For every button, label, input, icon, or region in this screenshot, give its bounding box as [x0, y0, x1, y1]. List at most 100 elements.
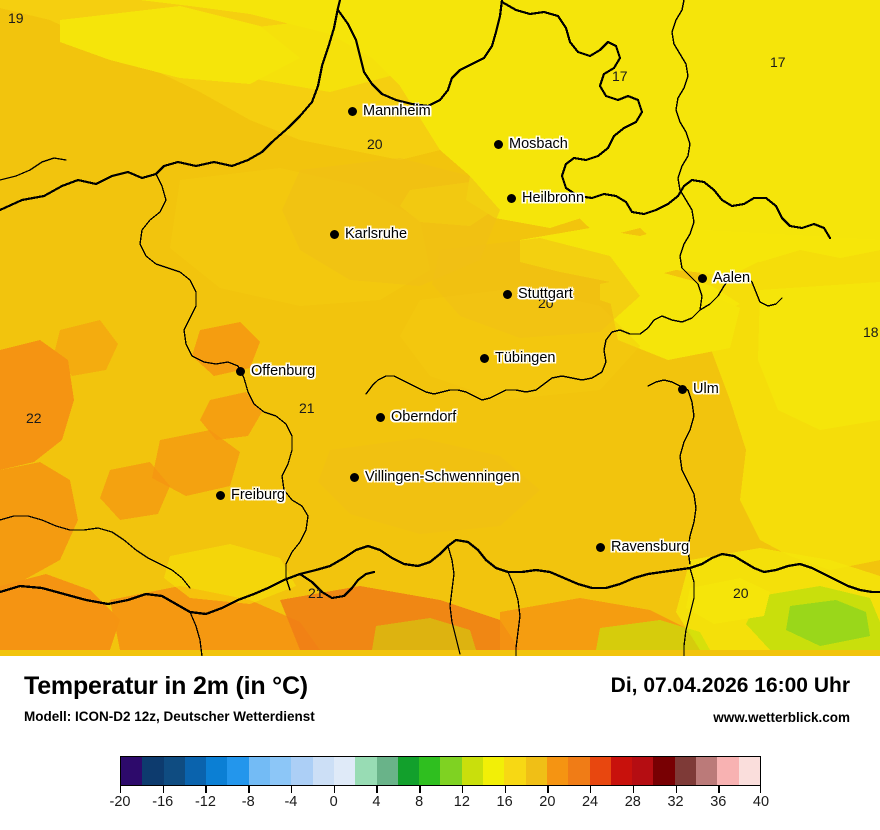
colorbar-swatch — [504, 757, 526, 785]
colorbar-swatch — [333, 757, 356, 785]
colorbar-tick — [162, 786, 165, 793]
colorbar-tick-label: 28 — [624, 794, 641, 810]
city-dot-icon — [350, 472, 359, 482]
value-label: 19 — [8, 10, 24, 26]
colorbar-swatch — [674, 757, 697, 785]
colorbar-swatch — [610, 757, 633, 785]
city-marker-tuebingen[interactable]: Tübingen — [480, 350, 555, 366]
colorbar-swatch — [163, 757, 185, 785]
city-marker-mosbach[interactable]: Mosbach — [494, 136, 568, 152]
city-dot-icon — [376, 412, 385, 422]
value-label: 22 — [26, 410, 42, 426]
city-label: Villingen-Schwenningen — [365, 469, 520, 485]
city-label: Freiburg — [231, 487, 285, 503]
colorbar-tick-label: 40 — [752, 794, 770, 810]
temperature-map[interactable]: .t16{fill:#f2ef07}.t17{fill:#f5e50a}.t18… — [0, 0, 880, 656]
colorbar-swatch — [270, 757, 292, 785]
colorbar-tick — [419, 786, 421, 793]
city-dot-icon — [348, 106, 357, 116]
colorbar-tick — [290, 786, 293, 793]
city-dot-icon — [678, 384, 687, 394]
colorbar-swatch — [227, 757, 249, 785]
colorbar-tick-label: -20 — [109, 794, 131, 810]
colorbar-swatch — [717, 757, 739, 785]
city-dot-icon — [503, 289, 512, 299]
city-dot-icon — [596, 542, 605, 552]
value-label: 20 — [538, 295, 554, 311]
colorbar-tick — [718, 786, 720, 793]
colorbar-swatch — [355, 757, 377, 785]
colorbar-swatch — [461, 757, 484, 785]
city-label: Ulm — [693, 381, 719, 397]
colorbar-swatch — [589, 757, 611, 785]
colorbar-tick — [205, 786, 207, 793]
colorbar-swatch — [696, 757, 718, 785]
value-label: 17 — [770, 54, 786, 70]
city-dot-icon — [216, 490, 225, 500]
colorbar-swatch — [653, 757, 675, 785]
footer: Temperatur in 2m (in °C) Modell: ICON-D2… — [0, 656, 880, 830]
colorbar-swatch — [206, 757, 228, 785]
city-dot-icon — [330, 229, 339, 239]
city-marker-oberndorf[interactable]: Oberndorf — [376, 409, 456, 425]
colorbar-tick — [675, 786, 677, 793]
city-dot-icon — [698, 273, 707, 283]
city-label: Tübingen — [495, 350, 556, 366]
page-title: Temperatur in 2m (in °C) — [24, 672, 308, 700]
city-marker-stuttgart[interactable]: Stuttgart — [503, 286, 573, 302]
colorbar-swatch — [568, 757, 590, 785]
colorbar-swatch — [121, 757, 143, 785]
map-raster: .t16{fill:#f2ef07}.t17{fill:#f5e50a}.t18… — [0, 0, 880, 656]
colorbar-tick-label: 12 — [453, 794, 470, 810]
colorbar-tick — [504, 786, 506, 793]
valid-time: Di, 07.04.2026 16:00 Uhr — [610, 674, 850, 697]
city-label: Mosbach — [509, 136, 568, 152]
colorbar-tick-label: 36 — [710, 794, 727, 810]
city-label: Heilbronn — [522, 190, 585, 206]
colorbar-swatch — [525, 757, 547, 785]
colorbar-tick — [590, 786, 592, 793]
colorbar-tick — [333, 786, 336, 793]
colorbar-tick — [759, 786, 761, 793]
colorbar-swatch — [632, 757, 654, 785]
city-marker-mannheim[interactable]: Mannheim — [348, 103, 431, 119]
city-marker-ulm[interactable]: Ulm — [678, 381, 719, 397]
colorbar-tick-label: -12 — [194, 794, 216, 810]
value-label: 17 — [612, 68, 628, 84]
city-label: Offenburg — [251, 363, 316, 379]
city-dot-icon — [480, 353, 489, 363]
value-label: 21 — [299, 400, 315, 416]
colorbar-swatch — [483, 757, 505, 785]
city-dot-icon — [236, 366, 245, 376]
colorbar-swatches — [120, 756, 761, 786]
colorbar-tick — [461, 786, 464, 793]
website-label: www.wetterblick.com — [713, 710, 850, 725]
city-marker-ravensburg[interactable]: Ravensburg — [596, 539, 689, 555]
city-marker-villingen-schwenningen[interactable]: Villingen-Schwenningen — [350, 469, 520, 485]
colorbar-swatch — [738, 757, 760, 785]
colorbar-swatch — [248, 757, 271, 785]
colorbar-tick-label: 0 — [329, 794, 338, 810]
colorbar-swatch — [376, 757, 398, 785]
city-label: Karlsruhe — [345, 226, 408, 242]
colorbar-tick-label: -16 — [152, 794, 174, 810]
colorbar-tick-label: 4 — [372, 794, 381, 810]
city-marker-aalen[interactable]: Aalen — [698, 270, 750, 286]
city-label: Ravensburg — [611, 539, 690, 555]
colorbar-tick-label: -8 — [241, 794, 255, 810]
city-label: Oberndorf — [391, 409, 457, 425]
colorbar-ticks — [120, 786, 761, 793]
colorbar-swatch — [184, 757, 207, 785]
city-marker-karlsruhe[interactable]: Karlsruhe — [330, 226, 407, 242]
value-label: 20 — [733, 585, 749, 601]
colorbar-tick-label: 24 — [581, 794, 599, 810]
colorbar-tick — [632, 786, 635, 793]
colorbar-swatch — [419, 757, 441, 785]
city-marker-heilbronn[interactable]: Heilbronn — [507, 190, 584, 206]
city-marker-freiburg[interactable]: Freiburg — [216, 487, 285, 503]
colorbar-tick — [376, 786, 378, 793]
city-label: Stuttgart — [518, 286, 573, 302]
city-dot-icon — [494, 139, 503, 149]
city-marker-offenburg[interactable]: Offenburg — [236, 363, 315, 379]
